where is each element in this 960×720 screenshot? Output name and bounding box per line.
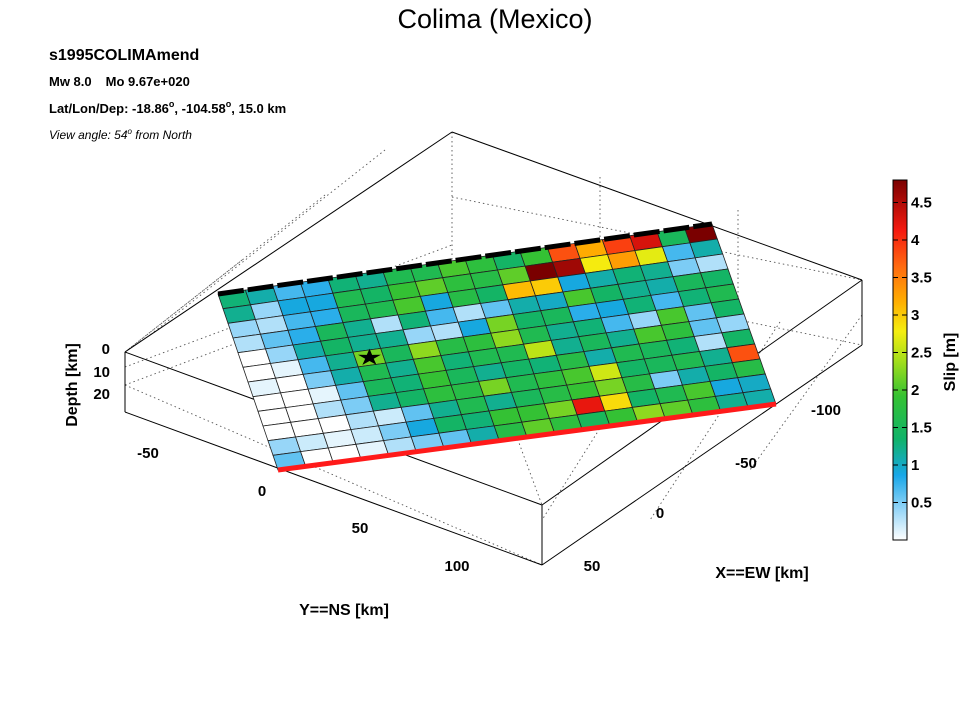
view-angle-line: View angle: 54o from North — [49, 127, 192, 142]
moment-text: Mo 9.67e+020 — [106, 74, 190, 89]
figure-title: Colima (Mexico) — [397, 4, 592, 34]
lon-text: , -104.58 — [174, 101, 225, 116]
event-id: s1995COLIMAmend — [49, 47, 199, 64]
x-tick-label: 50 — [584, 558, 601, 575]
hypocenter-star-mark — [358, 348, 381, 365]
z-axis-label: Depth [km] — [64, 343, 81, 427]
y-tick-label: 100 — [444, 558, 469, 575]
x-axis-label: X==EW [km] — [715, 565, 808, 582]
colorbar-tick-label: 4.5 — [911, 195, 932, 212]
y-tick-label: 50 — [352, 520, 369, 537]
colorbar-ticks: 0.5 1 1.5 2 2.5 3 3.5 4 4.5 — [893, 195, 932, 512]
degree-symbol: o — [226, 99, 232, 109]
hypocenter-star — [358, 348, 381, 365]
colorbar-tick-label: 3 — [911, 307, 919, 324]
colorbar-tick-label: 2.5 — [911, 345, 932, 362]
y-tick-label: 0 — [258, 483, 266, 500]
degree-symbol: o — [169, 99, 175, 109]
depth-text: , 15.0 km — [231, 101, 286, 116]
y-axis-label: Y==NS [km] — [299, 602, 389, 619]
magnitude-text: Mw 8.0 — [49, 74, 92, 89]
location-line: Lat/Lon/Dep: -18.86o, -104.58o, 15.0 km — [49, 99, 286, 116]
fault-plane — [217, 223, 777, 471]
fault-top-trace — [217, 221, 713, 297]
colorbar-tick-label: 3.5 — [911, 270, 932, 287]
x-tick-label: -50 — [735, 455, 757, 472]
colorbar-tick-label: 0.5 — [911, 495, 932, 512]
fault-bottom-trace — [277, 401, 777, 473]
colorbar-tick-label: 2 — [911, 382, 919, 399]
colorbar-tick-label: 4 — [911, 232, 920, 249]
z-tick-label: 20 — [93, 386, 110, 403]
colorbar-label: Slip [m] — [942, 333, 959, 392]
colorbar-tick-label: 1.5 — [911, 420, 932, 437]
x-tick-label: -100 — [811, 402, 841, 419]
colorbar — [892, 179, 908, 541]
magnitude-line: Mw 8.0 Mo 9.67e+020 — [49, 74, 190, 89]
view-prefix: View angle: 54 — [49, 128, 128, 142]
view-suffix: from North — [132, 128, 192, 142]
lat-text: Lat/Lon/Dep: -18.86 — [49, 101, 169, 116]
y-tick-label: -50 — [137, 445, 159, 462]
degree-symbol: o — [128, 127, 133, 136]
colorbar-tick-label: 1 — [911, 457, 919, 474]
z-tick-label: 10 — [93, 364, 110, 381]
z-tick-label: 0 — [102, 341, 110, 358]
x-tick-label: 0 — [656, 505, 664, 522]
